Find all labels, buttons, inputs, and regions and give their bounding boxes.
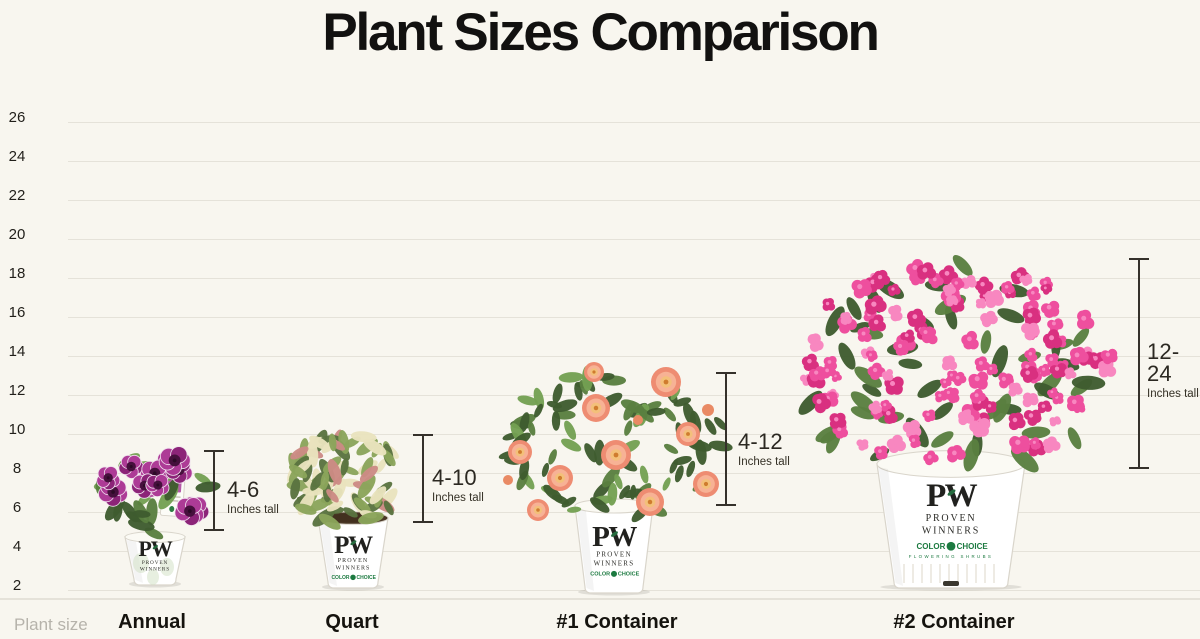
measure-label-annual: 4-6 Inches tall	[227, 479, 279, 517]
svg-text:PROVEN: PROVEN	[338, 558, 368, 564]
y-tick-label: 18	[8, 265, 26, 282]
svg-text:PW: PW	[334, 532, 373, 559]
svg-text:COLOR: COLOR	[590, 572, 610, 578]
category-label-quart: Quart	[325, 611, 379, 633]
measure-label-quart: 4-10 Inches tall	[432, 467, 484, 505]
y-tick-label: 4	[12, 538, 22, 555]
height-range: 12-24	[1147, 339, 1180, 386]
y-tick-label: 12	[8, 382, 26, 399]
svg-text:PROVEN: PROVEN	[596, 551, 632, 559]
y-tick-label: 10	[8, 421, 26, 438]
measure-bracket-quart	[413, 434, 433, 523]
height-unit: Inches tall	[227, 504, 279, 516]
height-unit: Inches tall	[738, 456, 790, 468]
bracket-line	[213, 450, 215, 531]
y-tick-label: 26	[8, 109, 26, 126]
svg-text:PW: PW	[926, 478, 978, 514]
height-range: 4-10	[432, 465, 477, 490]
svg-text:WINNERS: WINNERS	[336, 566, 371, 572]
gridline	[68, 472, 1200, 474]
gridline	[68, 121, 1200, 123]
measure-label-container1: 4-12 Inches tall	[738, 431, 790, 469]
gridline	[68, 316, 1200, 318]
svg-text:CHOICE: CHOICE	[957, 542, 989, 551]
svg-text:CHOICE: CHOICE	[357, 575, 377, 581]
svg-text:FLOWERING SHRUBS: FLOWERING SHRUBS	[909, 554, 994, 559]
gridline	[68, 433, 1200, 435]
y-tick-label: 24	[8, 148, 26, 165]
svg-text:COLOR: COLOR	[917, 542, 946, 551]
bracket-cap	[716, 504, 736, 506]
y-tick-label: 16	[8, 304, 26, 321]
y-tick-label: 2	[12, 577, 22, 594]
height-unit: Inches tall	[1147, 388, 1199, 400]
x-axis-title: Plant size	[14, 615, 88, 634]
category-label-annual: Annual	[118, 611, 186, 633]
gridline	[68, 394, 1200, 396]
svg-text:WINNERS: WINNERS	[922, 526, 980, 537]
svg-text:COLOR: COLOR	[331, 575, 349, 581]
y-tick-label: 6	[12, 499, 22, 516]
gridline	[68, 199, 1200, 201]
measure-bracket-container2	[1129, 258, 1149, 469]
measure-bracket-annual	[204, 450, 224, 531]
svg-text:PROVEN: PROVEN	[926, 513, 977, 524]
measure-label-container2: 12-24 Inches tall	[1147, 341, 1200, 401]
y-tick-label: 20	[8, 226, 26, 243]
bracket-line	[422, 434, 424, 523]
chart-title: Plant Sizes Comparison	[322, 3, 880, 62]
gridline	[68, 160, 1200, 162]
category-label-container1: #1 Container	[556, 611, 678, 633]
bracket-cap	[413, 521, 433, 523]
category-label-container2: #2 Container	[893, 611, 1015, 633]
svg-text:WINNERS: WINNERS	[594, 559, 635, 567]
bracket-cap	[1129, 467, 1149, 469]
y-tick-label: 14	[8, 343, 26, 360]
height-range: 4-6	[227, 477, 260, 502]
bracket-line	[1138, 258, 1140, 469]
measure-bracket-container1	[716, 372, 736, 506]
svg-text:WINNERS: WINNERS	[140, 567, 170, 573]
bracket-line	[725, 372, 727, 506]
bracket-cap	[204, 529, 224, 531]
svg-text:PROVEN: PROVEN	[142, 560, 168, 566]
x-axis-line	[0, 598, 1200, 600]
height-range: 4-12	[738, 429, 783, 454]
y-tick-label: 8	[12, 460, 22, 477]
svg-text:PW: PW	[592, 521, 637, 553]
svg-text:PW: PW	[138, 536, 172, 561]
gridline	[68, 355, 1200, 357]
svg-text:CHOICE: CHOICE	[618, 572, 640, 578]
gridline	[68, 238, 1200, 240]
y-tick-label: 22	[8, 187, 26, 204]
gridline	[68, 277, 1200, 279]
height-unit: Inches tall	[432, 492, 484, 504]
